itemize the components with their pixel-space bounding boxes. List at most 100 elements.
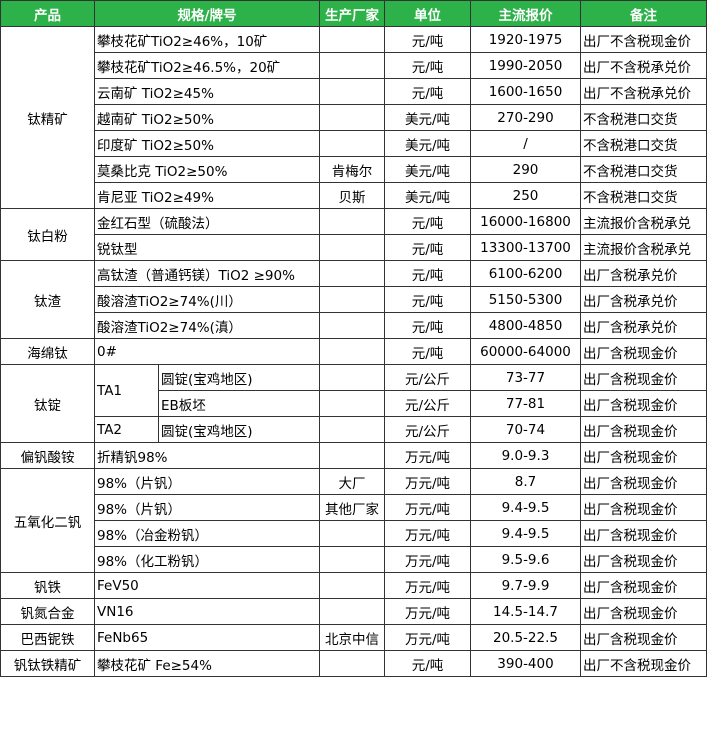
spec-cell: 金红石型（硫酸法） [94, 208, 320, 235]
maker-cell [319, 650, 385, 677]
note-cell: 出厂含税承兑价 [580, 260, 707, 287]
unit-cell: 万元/吨 [384, 468, 471, 495]
table-row: 钛白粉 金红石型（硫酸法） 元/吨 16000-16800 主流报价含税承兑 [0, 208, 707, 261]
table-row: 攀枝花矿TiO2≥46.5%，20矿 元/吨 1990-2050 出厂不含税承兑价 [1, 52, 707, 79]
unit-cell: 元/吨 [384, 260, 471, 287]
note-cell: 不含税港口交货 [580, 130, 707, 157]
note-cell: 出厂含税现金价 [580, 546, 707, 573]
product-cell: 钒钛铁精矿 [0, 650, 95, 677]
spec-cell: 锐钛型 [94, 234, 320, 261]
maker-cell [319, 208, 385, 235]
note-cell: 主流报价含税承兑 [580, 208, 707, 235]
product-cell: 偏钒酸铵 [0, 442, 95, 469]
maker-cell [319, 130, 385, 157]
table-row: 钒铁 FeV50 万元/吨 9.7-9.9 出厂含税现金价 [0, 572, 707, 599]
note-cell: 出厂含税现金价 [580, 520, 707, 547]
note-cell: 出厂含税现金价 [580, 468, 707, 495]
spec-cell: 0# [94, 338, 320, 365]
spec-cell: 攀枝花矿TiO2≥46.5%，20矿 [94, 52, 320, 79]
unit-cell: 元/吨 [384, 26, 471, 53]
product-cell: 钛精矿 [0, 26, 95, 209]
page: 产品 规格/牌号 生产厂家 单位 主流报价 备注 钛精矿 攀枝花矿TiO2≥46%，10矿元… [0, 0, 707, 677]
product-cell: 钛白粉 [0, 208, 95, 261]
price-cell: 13300-13700 [470, 234, 581, 261]
maker-cell [319, 312, 385, 339]
price-cell: 9.4-9.5 [470, 494, 581, 521]
price-cell: 70-74 [470, 416, 581, 443]
note-cell: 出厂含税现金价 [580, 442, 707, 469]
maker-cell [319, 104, 385, 131]
grade-cell: TA2 [94, 416, 159, 443]
price-cell: 8.7 [470, 468, 581, 495]
note-cell: 出厂含税承兑价 [580, 286, 707, 313]
maker-cell [319, 338, 385, 365]
maker-cell [319, 364, 385, 391]
price-cell: 60000-64000 [470, 338, 581, 365]
note-cell: 出厂含税现金价 [580, 624, 707, 651]
price-cell: 6100-6200 [470, 260, 581, 287]
unit-cell: 元/吨 [384, 338, 471, 365]
table-row: 98%（冶金粉钒） 万元/吨 9.4-9.5 出厂含税现金价 [1, 520, 707, 547]
product-cell: 五氧化二钒 [0, 468, 95, 573]
price-cell: 9.7-9.9 [470, 572, 581, 599]
spec-cell: 印度矿 TiO2≥50% [94, 130, 320, 157]
price-cell: 1600-1650 [470, 78, 581, 105]
table-row: 钛精矿 攀枝花矿TiO2≥46%，10矿 元/吨 1920-1975 出厂不含税现金价 [0, 26, 707, 209]
header-row: 产品 规格/牌号 生产厂家 单位 主流报价 备注 [0, 0, 707, 27]
table-row: 肯尼亚 TiO2≥49% 贝斯 美元/吨 250 不含税港口交货 [1, 182, 707, 209]
product-cell: 钒氮合金 [0, 598, 95, 625]
table-row: 酸溶渣TiO2≥74%(滇） 元/吨 4800-4850 出厂含税承兑价 [1, 312, 707, 339]
note-cell: 出厂不含税现金价 [580, 26, 707, 53]
spec-cell: 攀枝花矿 Fe≥54% [94, 650, 320, 677]
unit-cell: 万元/吨 [384, 520, 471, 547]
price-cell: 9.4-9.5 [470, 520, 581, 547]
unit-cell: 元/公斤 [384, 390, 471, 417]
maker-cell [319, 520, 385, 547]
table-row: 98%（化工粉钒） 万元/吨 9.5-9.6 出厂含税现金价 [1, 546, 707, 573]
note-cell: 出厂不含税承兑价 [580, 52, 707, 79]
table-row: 印度矿 TiO2≥50% 美元/吨 / 不含税港口交货 [1, 130, 707, 157]
spec-cell: 98%（冶金粉钒） [94, 520, 320, 547]
unit-cell: 元/吨 [384, 208, 471, 235]
price-cell: 14.5-14.7 [470, 598, 581, 625]
unit-cell: 美元/吨 [384, 156, 471, 183]
header-cell: 单位 [384, 0, 471, 27]
unit-cell: 元/吨 [384, 234, 471, 261]
note-cell: 出厂不含税承兑价 [580, 78, 707, 105]
form-cell: EB板坯 [158, 390, 320, 417]
unit-cell: 元/公斤 [384, 416, 471, 443]
spec-cell: FeV50 [94, 572, 320, 599]
maker-cell [319, 78, 385, 105]
maker-cell [319, 416, 385, 443]
form-cell: 圆锭(宝鸡地区) [158, 364, 320, 391]
note-cell: 出厂含税承兑价 [580, 312, 707, 339]
unit-cell: 万元/吨 [384, 494, 471, 521]
spec-cell: 高钛渣（普通钙镁）TiO2 ≥90% [94, 260, 320, 287]
spec-cell: 酸溶渣TiO2≥74%(川） [94, 286, 320, 313]
header-cell: 生产厂家 [319, 0, 385, 27]
price-cell: 77-81 [470, 390, 581, 417]
unit-cell: 元/吨 [384, 312, 471, 339]
unit-cell: 美元/吨 [384, 130, 471, 157]
price-cell: 1990-2050 [470, 52, 581, 79]
product-cell: 钒铁 [0, 572, 95, 599]
maker-cell: 贝斯 [319, 182, 385, 209]
note-cell: 出厂含税现金价 [580, 572, 707, 599]
header-cell: 产品 [0, 0, 95, 27]
price-table: 产品 规格/牌号 生产厂家 单位 主流报价 备注 钛精矿 攀枝花矿TiO2≥46%，10矿元… [0, 0, 707, 677]
spec-cell: FeNb65 [94, 624, 320, 651]
price-cell: 1920-1975 [470, 26, 581, 53]
header-cell: 主流报价 [470, 0, 581, 27]
maker-cell [319, 26, 385, 53]
maker-cell: 其他厂家 [319, 494, 385, 521]
unit-cell: 元/吨 [384, 52, 471, 79]
unit-cell: 元/公斤 [384, 364, 471, 391]
grade-cell: TA1 [94, 364, 159, 417]
table-row: 钛锭 TA1 圆锭(宝鸡地区) 元/公斤 73-77 出厂含税现金价 [0, 364, 707, 443]
price-cell: 270-290 [470, 104, 581, 131]
product-cell: 海绵钛 [0, 338, 95, 365]
spec-cell: 莫桑比克 TiO2≥50% [94, 156, 320, 183]
note-cell: 出厂含税现金价 [580, 494, 707, 521]
note-cell: 出厂含税现金价 [580, 364, 707, 391]
price-cell: 290 [470, 156, 581, 183]
